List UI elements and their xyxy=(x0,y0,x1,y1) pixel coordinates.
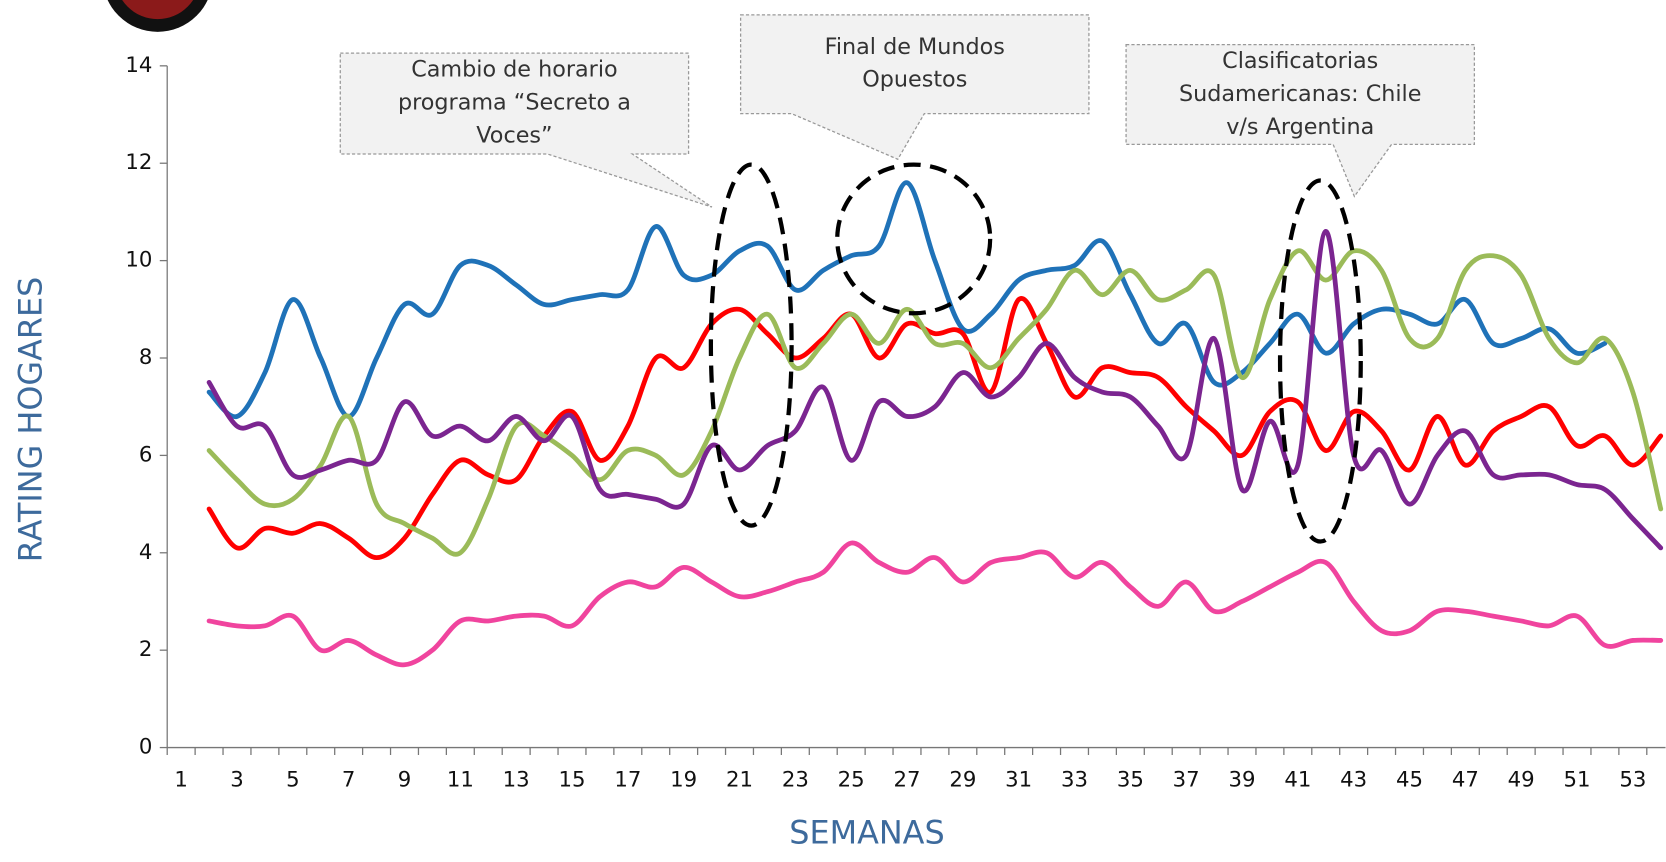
x-tick-label: 37 xyxy=(1173,767,1200,792)
x-tick-label: 1 xyxy=(174,767,188,792)
y-tick-label: 6 xyxy=(139,442,153,467)
x-tick-label: 51 xyxy=(1563,767,1590,792)
ellipse xyxy=(708,162,794,528)
x-tick-label: 11 xyxy=(447,767,474,792)
annotation-text: Final de Mundos xyxy=(825,34,1005,60)
x-tick-label: 53 xyxy=(1619,767,1646,792)
series-line xyxy=(206,248,1664,557)
y-tick-label: 10 xyxy=(125,248,152,273)
x-tick-label: 35 xyxy=(1117,767,1144,792)
x-tick-label: 31 xyxy=(1005,767,1032,792)
annotation-text: v/s Argentina xyxy=(1226,114,1374,140)
callout-box xyxy=(1125,43,1476,198)
x-tick-label: 25 xyxy=(838,767,865,792)
x-tick-label: 39 xyxy=(1228,767,1255,792)
x-tick-label: 21 xyxy=(726,767,753,792)
y-tick-label: 8 xyxy=(139,345,153,370)
x-tick-label: 19 xyxy=(670,767,697,792)
annotation-text: Cambio de horario xyxy=(411,57,617,83)
callouts xyxy=(339,14,1476,208)
x-tick-label: 29 xyxy=(949,767,976,792)
x-tick-label: 5 xyxy=(286,767,300,792)
series-line xyxy=(206,180,1608,419)
y-tick-label: 14 xyxy=(125,53,152,78)
x-tick-label: 9 xyxy=(398,767,412,792)
x-axis-label: SEMANAS xyxy=(789,814,944,852)
annotation-text: Clasificatorias xyxy=(1222,48,1378,74)
series-line xyxy=(206,540,1664,668)
annotation-text: Opuestos xyxy=(862,67,967,93)
x-tick-label: 3 xyxy=(230,767,244,792)
x-tick-label: 13 xyxy=(503,767,530,792)
x-tick-label: 47 xyxy=(1452,767,1479,792)
annotation-text: Sudamericanas: Chile xyxy=(1179,81,1421,107)
y-tick-label: 4 xyxy=(139,540,153,565)
x-tick-label: 17 xyxy=(614,767,641,792)
ellipse xyxy=(1277,178,1363,544)
x-tick-label: 41 xyxy=(1284,767,1311,792)
annotation-text: programa “Secreto a xyxy=(398,90,631,116)
x-tick-label: 45 xyxy=(1396,767,1423,792)
y-tick-label: 0 xyxy=(139,735,153,760)
y-axis-label: RATING HOGARES xyxy=(11,277,49,563)
x-tick-label: 43 xyxy=(1340,767,1367,792)
series-line xyxy=(206,296,1664,561)
highlight-ellipses xyxy=(708,162,1363,544)
series-line xyxy=(206,229,1664,551)
x-tick-label: 15 xyxy=(558,767,585,792)
x-tick-label: 27 xyxy=(893,767,920,792)
x-tick-label: 33 xyxy=(1061,767,1088,792)
ellipse xyxy=(835,162,993,316)
callout-box xyxy=(339,52,713,208)
y-tick-label: 12 xyxy=(125,150,152,175)
logo-inner xyxy=(122,0,194,20)
y-tick-label: 2 xyxy=(139,637,153,662)
x-tick-label: 49 xyxy=(1508,767,1535,792)
x-tick-label: 7 xyxy=(342,767,356,792)
annotation-text: Voces” xyxy=(476,122,552,148)
callout-box xyxy=(739,14,1090,161)
x-tick-label: 23 xyxy=(782,767,809,792)
